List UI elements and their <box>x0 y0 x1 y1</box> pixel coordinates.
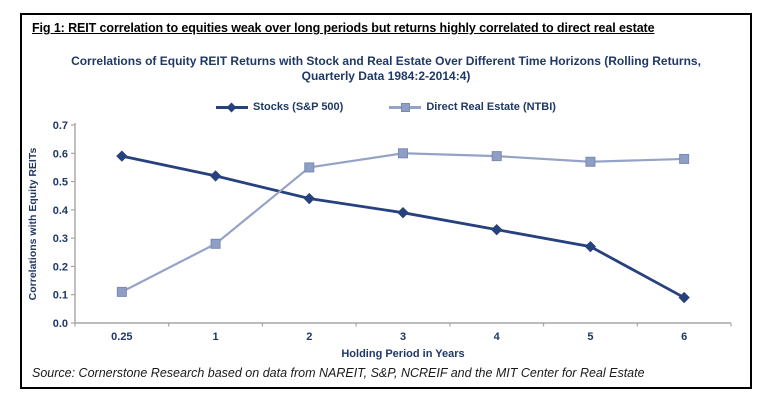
legend-item-direct-real-estate: Direct Real Estate (NTBI) <box>389 101 556 113</box>
chart-legend: Stocks (S&P 500) Direct Real Estate (NTB… <box>22 101 750 113</box>
x-tick-label: 2 <box>306 331 312 343</box>
legend-label-stocks: Stocks (S&P 500) <box>253 101 344 113</box>
diamond-marker-icon <box>584 240 597 253</box>
y-tick-label: 0.5 <box>53 177 68 189</box>
chart-title-line1: Correlations of Equity REIT Returns with… <box>71 54 701 68</box>
y-tick-label: 0.0 <box>53 318 68 330</box>
legend-item-stocks: Stocks (S&P 500) <box>216 101 343 113</box>
figure-frame: Fig 1: REIT correlation to equities weak… <box>20 13 752 389</box>
diamond-marker-icon <box>491 224 503 236</box>
figure-title: Fig 1: REIT correlation to equities weak… <box>32 21 655 35</box>
square-marker-icon <box>304 162 315 173</box>
chart-title-line2: Quarterly Data 1984:2-2014:4) <box>301 69 471 83</box>
diamond-marker-icon <box>209 170 222 182</box>
diamond-marker-icon <box>226 102 237 112</box>
y-tick-label: 0.3 <box>53 233 68 245</box>
diamond-marker-icon <box>678 291 690 304</box>
y-tick-label: 0.6 <box>53 148 68 160</box>
square-marker-icon <box>401 102 411 112</box>
x-tick-label: 6 <box>681 331 687 343</box>
chart-plot: 0.0 0.1 0.2 0.3 0.4 0.5 0.6 0.7 0.25 1 2 3 4 5 6 Holdin… <box>27 120 732 360</box>
series-line-stocks <box>121 154 685 299</box>
square-marker-icon <box>398 148 408 159</box>
x-tick-label: 4 <box>494 331 501 343</box>
legend-swatch-direct-real-estate <box>389 102 422 113</box>
y-tick-label: 0.4 <box>53 205 69 217</box>
legend-swatch-stocks <box>216 102 249 113</box>
x-tick-label: 0.25 <box>111 331 132 343</box>
chart-title: Correlations of Equity REIT Returns with… <box>22 54 750 84</box>
y-tick-label: 0.2 <box>53 261 68 273</box>
square-marker-icon <box>679 153 690 164</box>
diamond-marker-icon <box>397 207 409 219</box>
diamond-marker-icon <box>303 192 315 205</box>
square-marker-icon <box>585 156 596 167</box>
square-marker-icon <box>116 286 127 297</box>
square-marker-icon <box>491 151 502 162</box>
x-tick-label: 1 <box>213 331 219 343</box>
x-axis-title: Holding Period in Years <box>341 348 464 360</box>
diamond-marker-icon <box>116 150 128 162</box>
source-note: Source: Cornerstone Research based on da… <box>32 366 645 380</box>
x-tick-label: 3 <box>400 331 406 343</box>
square-marker-icon <box>210 238 221 249</box>
y-axis-title: Correlations with Equity REITs <box>27 148 39 301</box>
legend-label-direct-real-estate: Direct Real Estate (NTBI) <box>426 101 556 113</box>
x-tick-label: 5 <box>587 331 593 343</box>
y-tick-label: 0.1 <box>53 290 68 302</box>
y-tick-label: 0.7 <box>53 120 68 132</box>
